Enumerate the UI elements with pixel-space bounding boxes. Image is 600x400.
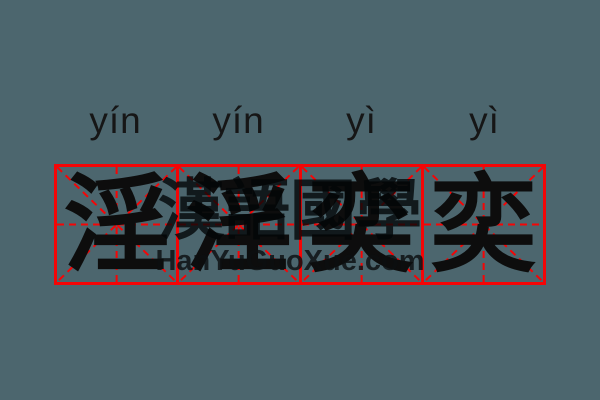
pinyin-label-1: yín [89,100,142,141]
grid-guidelines [57,167,176,282]
grid-cell-1: 淫 [57,161,180,287]
character-grid: 淫 淫 奕 奕 [54,164,546,285]
grid-guidelines [302,167,421,282]
hanzi-character-1: 淫 [63,161,170,287]
pinyin-row: yín yín yì yì [54,96,546,146]
grid-guidelines [179,167,298,282]
pinyin-label-3: yì [346,100,377,141]
grid-guidelines [424,167,543,282]
pinyin-label-2: yín [212,100,265,141]
hanzi-character-3: 奕 [308,161,415,287]
pinyin-label-4: yì [469,100,500,141]
hanzi-character-4: 奕 [430,161,537,287]
hanzi-character-2: 淫 [185,161,292,287]
grid-cell-3: 奕 [302,167,424,282]
grid-cell-2: 淫 [179,161,302,287]
grid-cell-4: 奕 [424,167,543,282]
